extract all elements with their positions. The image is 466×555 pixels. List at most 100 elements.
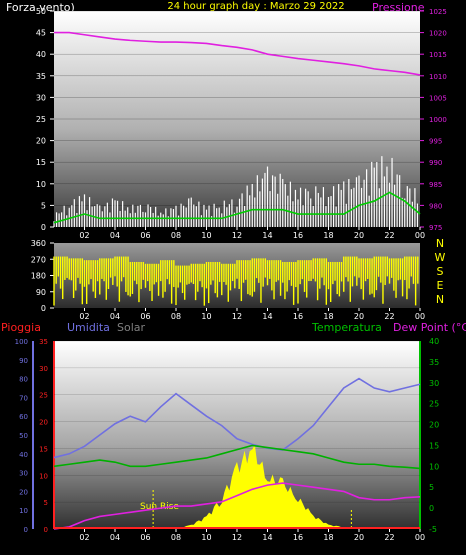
x-tick-label: 00 <box>415 533 425 542</box>
humidity-series-line <box>53 377 421 459</box>
direction-y-tick-label: 90 <box>36 288 46 297</box>
humidity-y-tick-label: 30 <box>19 470 28 478</box>
wind-y-tick-label: 20 <box>36 137 46 146</box>
temperature-y-tick-label: 40 <box>429 337 439 346</box>
pressure-y-tick-label: 1005 <box>429 94 447 102</box>
humidity-label: Umidita <box>67 321 110 334</box>
humidity-y-tick-label: 50 <box>19 432 28 440</box>
x-tick-label: 04 <box>110 533 120 542</box>
x-tick-label: 22 <box>384 231 394 240</box>
x-tick-label: 16 <box>293 231 303 240</box>
x-tick-label: 12 <box>232 312 242 321</box>
wind-y-tick-label: 35 <box>36 72 46 81</box>
humidity-y-tick-label: 20 <box>19 488 28 496</box>
rain-y-tick-label: 30 <box>39 365 48 373</box>
x-tick-label: 14 <box>262 533 272 542</box>
pressure-y-tick-label: 1025 <box>429 8 447 16</box>
x-tick-label: 18 <box>323 231 333 240</box>
rain-y-tick-label: 0 <box>44 526 48 534</box>
pressure-y-tick-label: 990 <box>429 159 442 167</box>
wind-y-tick-label: 0 <box>41 223 46 232</box>
dewpoint-series-line <box>53 482 421 530</box>
temperature-y-tick-label: 5 <box>429 483 434 492</box>
rain-y-tick-label: 20 <box>39 419 48 427</box>
temperature-y-tick-label: 20 <box>429 421 439 430</box>
temperature-y-tick-label: 10 <box>429 462 439 471</box>
solar-area <box>54 444 420 529</box>
x-tick-label: 02 <box>79 312 89 321</box>
pressure-y-tick-label: 1010 <box>429 73 447 81</box>
x-tick-label: 22 <box>384 533 394 542</box>
solar-label: Solar <box>117 321 146 334</box>
temperature-y-tick-label: 0 <box>429 504 434 513</box>
temperature-y-tick-label: 15 <box>429 441 439 450</box>
dewpoint-label: Dew Point (°C) <box>393 321 466 334</box>
temperature-y-tick-label: 30 <box>429 379 439 388</box>
humidity-y-tick-label: 10 <box>19 507 28 515</box>
x-tick-label: 02 <box>79 231 89 240</box>
direction-y-tick-label: 270 <box>31 255 46 264</box>
x-tick-label: 08 <box>171 231 181 240</box>
wind-y-tick-label: 50 <box>36 7 46 16</box>
x-tick-label: 12 <box>232 231 242 240</box>
x-tick-label: 16 <box>293 312 303 321</box>
pressure-y-tick-label: 1015 <box>429 51 447 59</box>
pressure-series-line <box>54 31 421 76</box>
temperature-y-tick-label: 25 <box>429 400 439 409</box>
x-tick-label: 02 <box>79 533 89 542</box>
x-tick-label: 18 <box>323 533 333 542</box>
x-tick-label: 04 <box>110 231 120 240</box>
wind-y-tick-label: 15 <box>36 158 46 167</box>
direction-y-tick-label: 0 <box>41 304 46 313</box>
humidity-y-tick-label: 40 <box>19 451 28 459</box>
x-tick-label: 18 <box>323 312 333 321</box>
compass-label: E <box>437 279 444 292</box>
x-tick-label: 10 <box>201 533 211 542</box>
direction-y-tick-label: 180 <box>31 272 46 281</box>
x-tick-label: 06 <box>140 533 150 542</box>
x-tick-label: 12 <box>232 533 242 542</box>
x-tick-label: 14 <box>262 312 272 321</box>
x-tick-label: 10 <box>201 312 211 321</box>
avg-wind-series-line <box>53 191 421 224</box>
wind-y-tick-label: 40 <box>36 50 46 59</box>
wind-y-tick-label: 45 <box>36 29 46 38</box>
compass-label: S <box>437 265 444 278</box>
x-tick-label: 08 <box>171 312 181 321</box>
x-tick-label: 06 <box>140 312 150 321</box>
humidity-y-tick-label: 100 <box>15 338 28 346</box>
x-tick-label: 06 <box>140 231 150 240</box>
x-tick-label: 14 <box>262 231 272 240</box>
x-tick-label: 22 <box>384 312 394 321</box>
temperature-y-tick-label: 35 <box>429 358 439 367</box>
compass-label: N <box>436 237 444 250</box>
chart-title: 24 hour graph day : Marzo 29 2022 <box>167 1 344 12</box>
pressure-y-tick-label: 975 <box>429 224 442 232</box>
humidity-y-tick-label: 90 <box>19 357 28 365</box>
humidity-y-tick-label: 60 <box>19 413 28 421</box>
wind-y-tick-label: 10 <box>36 180 46 189</box>
rain-y-tick-label: 5 <box>44 499 48 507</box>
wind-y-tick-label: 30 <box>36 93 46 102</box>
pressure-y-tick-label: 985 <box>429 181 442 189</box>
x-tick-label: 10 <box>201 231 211 240</box>
humidity-y-tick-label: 0 <box>24 526 28 534</box>
direction-y-tick-label: 360 <box>31 239 46 248</box>
compass-label: W <box>435 251 446 264</box>
pressure-y-tick-label: 1000 <box>429 116 447 124</box>
rain-y-tick-label: 15 <box>39 445 48 453</box>
x-tick-label: 20 <box>354 533 364 542</box>
sunrise-label: Sun Rise <box>140 502 179 512</box>
rain-label: Pioggia <box>1 321 41 334</box>
x-tick-label: 08 <box>171 533 181 542</box>
rain-y-tick-label: 10 <box>39 472 48 480</box>
x-tick-label: 00 <box>415 312 425 321</box>
x-tick-label: 20 <box>354 231 364 240</box>
rain-y-tick-label: 25 <box>39 392 48 400</box>
wind-axis-title: Forza vento) <box>6 1 75 14</box>
humidity-y-tick-label: 70 <box>19 394 28 402</box>
wind-y-tick-label: 5 <box>41 201 46 210</box>
x-tick-label: 20 <box>354 312 364 321</box>
pressure-y-tick-label: 1020 <box>429 30 447 38</box>
humidity-y-tick-label: 80 <box>19 376 28 384</box>
